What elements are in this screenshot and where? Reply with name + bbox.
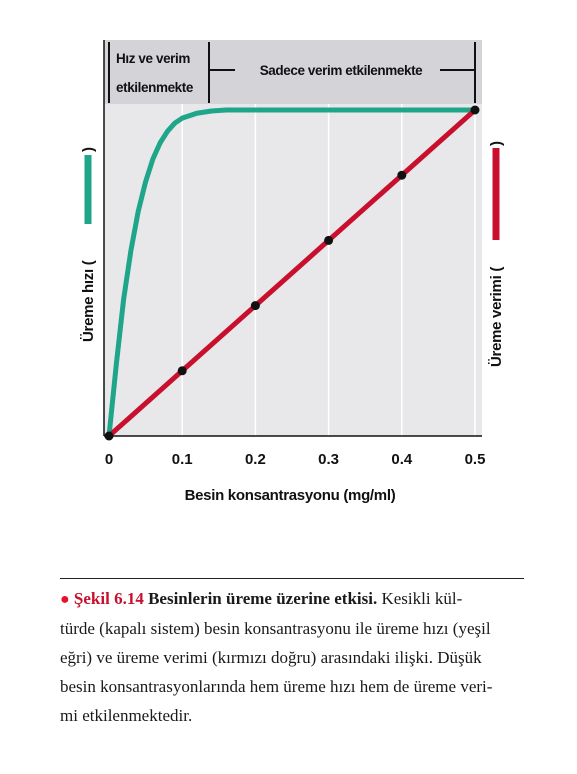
x-tick-label: 0.1 [172, 451, 193, 468]
x-axis-title: Besin konsantrasyonu (mg/ml) [185, 487, 396, 504]
region-1-label-line-2: etkilenmekte [116, 80, 194, 95]
caption-figure-number: Şekil 6.14 [73, 589, 144, 608]
plot-background [104, 40, 482, 436]
data-point-marker [470, 105, 480, 115]
caption-line-2: türde (kapalı sistem) besin konsantrasyo… [60, 619, 491, 638]
caption-line-3: eğri) ve üreme verimi (kırmızı doğru) ar… [60, 648, 482, 667]
x-tick-label: 0.4 [391, 451, 413, 468]
caption-title: Besinlerin üreme üzerine etkisi. [148, 589, 378, 608]
figure-caption: ● Şekil 6.14 Besinlerin üreme üzerine et… [60, 578, 524, 730]
y-axis-right-label-close: ) [488, 141, 505, 146]
x-tick-label: 0 [105, 451, 113, 468]
caption-text-1: Kesikli kül- [381, 589, 463, 608]
x-tick-label: 0.3 [318, 451, 339, 468]
caption-bullet: ● [60, 591, 70, 608]
region-header-background [104, 40, 482, 104]
data-point-marker [104, 431, 114, 441]
growth-rate-curve [106, 107, 475, 437]
caption-line-1: ● Şekil 6.14 Besinlerin üreme üzerine et… [60, 584, 524, 614]
data-point-marker [397, 170, 407, 180]
y-axis-left-label: Üreme hızı ( [80, 260, 97, 342]
x-tick-label: 0.5 [465, 451, 486, 468]
data-point-marker [250, 301, 260, 311]
x-tick-label: 0.2 [245, 451, 266, 468]
data-point-marker [177, 366, 187, 376]
caption-line-5: mi etkilenmektedir. [60, 706, 193, 725]
region-1-label-line-1: Hız ve verim [116, 51, 190, 66]
growth-yield-line [107, 108, 477, 438]
x-tick-labels: 0 0.1 0.2 0.3 0.4 0.5 [105, 451, 486, 468]
y-axis-left-label-close: ) [80, 147, 97, 152]
chart: Hız ve verim etkilenmekte Sadece verim e… [80, 40, 505, 504]
region-2-label: Sadece verim etkilenmekte [260, 63, 423, 78]
y-axis-right-title: Üreme verimi ( ) [488, 141, 505, 367]
data-point-marker [324, 235, 334, 245]
caption-line-4: besin konsantrasyonlarında hem üreme hız… [60, 677, 493, 696]
series-layer [106, 107, 477, 438]
y-axis-right-label: Üreme verimi ( [488, 267, 505, 367]
y-axis-left-title: Üreme hızı ( ) [80, 147, 97, 342]
marker-layer [104, 105, 480, 441]
